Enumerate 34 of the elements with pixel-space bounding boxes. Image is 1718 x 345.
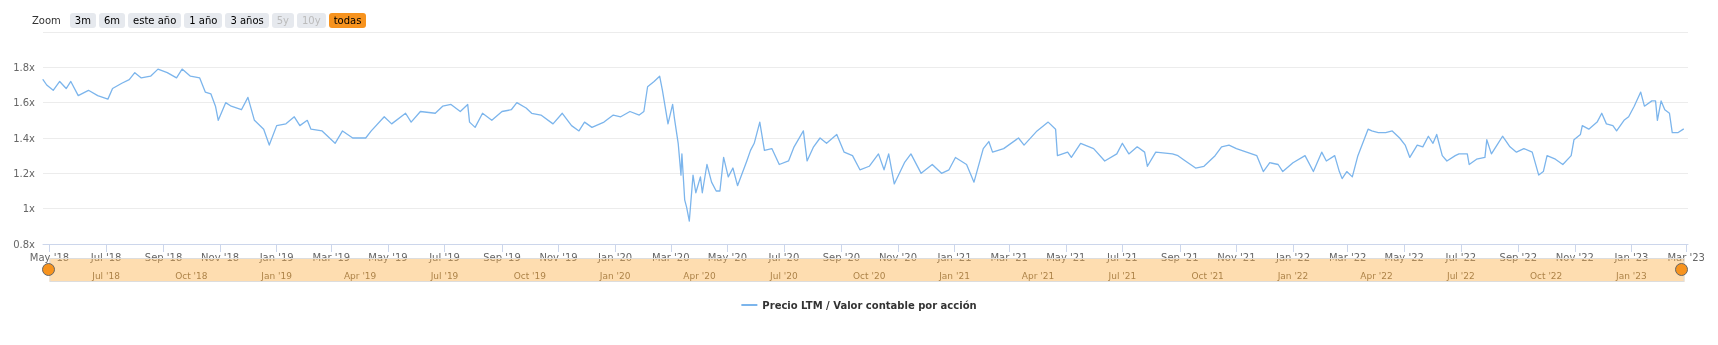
y-tick-label: 1.2x	[13, 167, 36, 179]
x2-tick-label: Apr '21	[1021, 270, 1055, 281]
x2-tick-label: Oct '19	[513, 270, 547, 281]
x2-tick-label: Jul '21	[1107, 270, 1137, 281]
legend-label: Precio LTM / Valor contable por acción	[762, 299, 977, 311]
x2-tick-label: Jan '23	[1615, 270, 1647, 281]
text: Zoom	[32, 15, 61, 26]
x2-tick-label: Oct '22	[1529, 270, 1563, 281]
x2-tick-label: Jan '22	[1276, 270, 1309, 281]
zoom-button: este año	[128, 13, 182, 28]
x2-tick-label: Jul '22	[1445, 270, 1475, 281]
zoom-button: todas	[328, 13, 367, 28]
x2-tick-label: Jan '21	[938, 270, 970, 281]
line-series	[42, 68, 1685, 222]
x2-tick-label: Apr '19	[343, 270, 377, 281]
zoom-button: 3m	[69, 13, 96, 28]
y-tick-label: 1.6x	[13, 97, 36, 109]
x2-tick-label: Oct '21	[1191, 270, 1224, 281]
x2-tick-label: Oct '20	[853, 270, 886, 281]
y-tick-label: 1x	[22, 203, 36, 215]
x2-tick-label: Jul '18	[91, 270, 121, 281]
y-tick-label: 1.4x	[13, 132, 36, 144]
x2-tick-label: Jan '20	[598, 270, 631, 281]
x2-tick-label: Apr '20	[683, 270, 716, 281]
x2-tick-label: Apr '22	[1360, 270, 1393, 281]
y-tick-label: 1.8x	[13, 61, 36, 73]
x2-tick-label: Jan '19	[260, 270, 293, 281]
zoom-button: 1 año	[184, 13, 223, 28]
y-tick-label: 0.8x	[13, 238, 36, 250]
x2-tick-label: Jul '20	[769, 270, 798, 281]
x2-tick-label: Oct '18	[175, 270, 208, 281]
x2-tick-label: Jul '19	[429, 270, 459, 281]
zoom-button: 6m	[98, 13, 126, 28]
zoom-button: 3 años	[225, 13, 269, 28]
